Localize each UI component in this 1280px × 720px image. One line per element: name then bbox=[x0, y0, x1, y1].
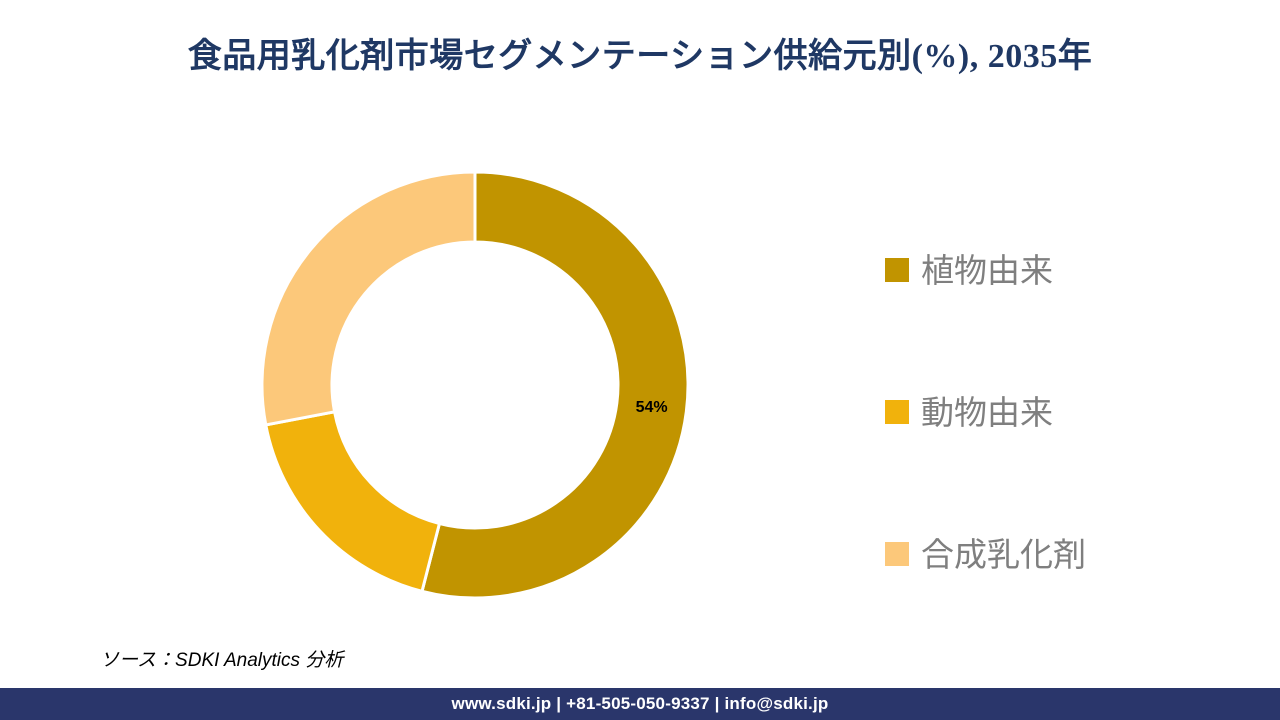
donut-slice-1 bbox=[264, 410, 441, 593]
legend-item-animal: 動物由来 bbox=[885, 386, 1086, 438]
source-note: ソース：SDKI Analytics 分析 bbox=[100, 650, 344, 671]
donut-chart: 54% bbox=[250, 160, 700, 610]
donut-data-label-0: 54% bbox=[636, 399, 668, 416]
legend-label-animal: 動物由来 bbox=[921, 393, 1053, 431]
legend-item-synthetic: 合成乳化剤 bbox=[885, 528, 1086, 580]
donut-slice-2 bbox=[260, 170, 477, 427]
donut-slice-0 bbox=[420, 170, 690, 600]
legend-swatch-plant bbox=[885, 258, 909, 282]
legend-item-plant: 植物由来 bbox=[885, 244, 1086, 296]
footer-contact-text: www.sdki.jp | +81-505-050-9337 | info@sd… bbox=[451, 694, 829, 713]
legend-label-synthetic: 合成乳化剤 bbox=[921, 535, 1086, 573]
legend-swatch-animal bbox=[885, 400, 909, 424]
legend-label-plant: 植物由来 bbox=[921, 251, 1053, 289]
donut-chart-svg: 54% bbox=[260, 170, 690, 600]
footer-bar: www.sdki.jp | +81-505-050-9337 | info@sd… bbox=[0, 688, 1280, 720]
chart-legend: 植物由来 動物由来 合成乳化剤 bbox=[885, 244, 1086, 670]
chart-title: 食品用乳化剤市場セグメンテーション供給元別(%), 2035年 bbox=[187, 38, 1093, 75]
legend-swatch-synthetic bbox=[885, 542, 909, 566]
